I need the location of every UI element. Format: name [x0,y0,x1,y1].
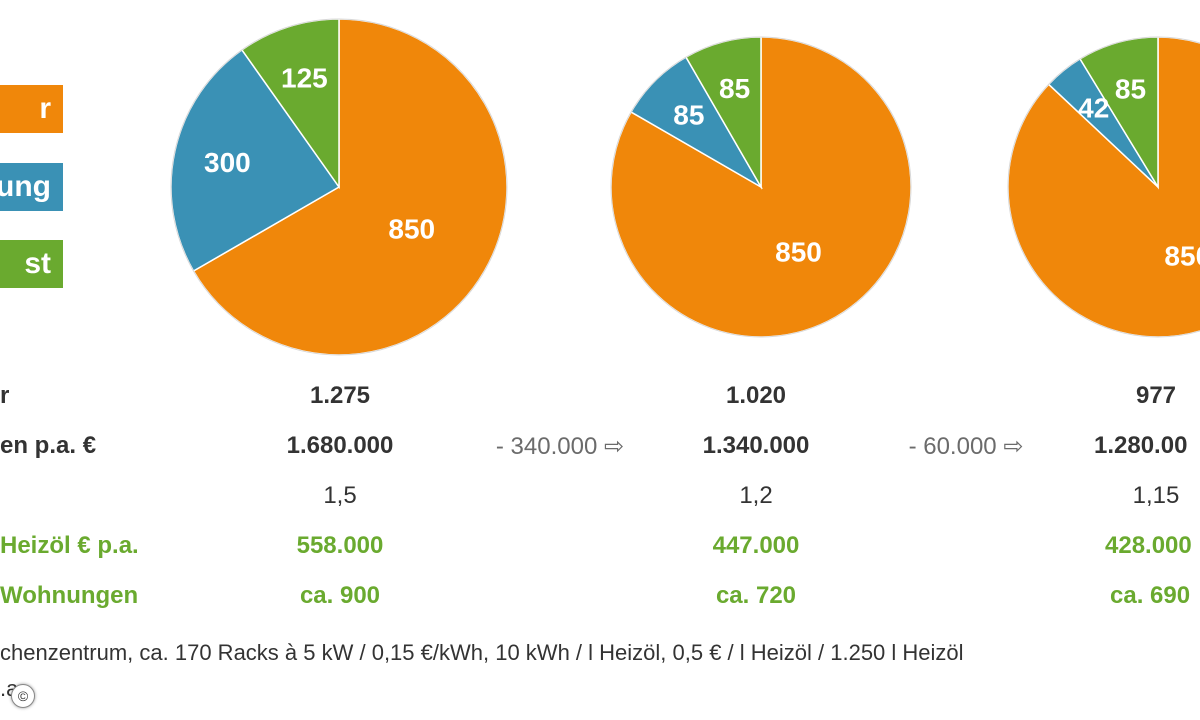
row-label-4: Heizöl € p.a. [0,532,139,559]
col2-row5: ca. 720 [715,582,797,609]
legend-label-orange: r [39,92,51,125]
legend-label-green: st [24,247,51,280]
col1-row1: 1.275 [309,382,371,409]
pie2-label-3: 85 [719,73,750,104]
pie2-outline [610,36,912,338]
pie-charts: 85030012585085858504285 [170,18,1200,356]
col1-row4: 558.000 [296,532,384,559]
pie2-label-1: 850 [775,236,822,267]
legend-label-blue: ung [0,170,51,203]
footnote: chenzentrum, ca. 170 Racks à 5 kW / 0,15… [0,640,964,665]
legend-item-blue: ung [0,163,63,211]
pie3-outline [1007,36,1200,338]
diff-1: - 340.000 ⇨ [495,433,625,460]
col1-row5: ca. 900 [299,582,381,609]
col3-row3: 1,15 [1132,482,1180,509]
col1-row2: 1.680.000 [286,432,394,459]
col3-row4: 428.000 [1105,532,1192,559]
row-label-5: Wohnungen [0,582,139,609]
copyright-icon: © [11,684,35,708]
col3-row2: 1.280.00 [1094,432,1188,459]
col3-row5: ca. 690 [1110,582,1191,609]
legend-item-orange: r [0,85,63,133]
col2-row2: 1.340.000 [702,432,810,459]
pie2-label-2: 85 [673,99,704,130]
pie3-label-1: 850 [1164,240,1200,271]
pie1-label-3: 125 [281,63,328,94]
row-label-1: r [0,382,10,409]
pie1-label-2: 300 [204,147,251,178]
col1-row3: 1,5 [323,482,357,509]
pie3-label-3: 85 [1115,73,1146,104]
pie1-label-1: 850 [388,214,435,245]
diff-2: - 60.000 ⇨ [908,433,1024,460]
col2-row1: 1.020 [725,382,787,409]
row-label-2: en p.a. € [0,432,97,459]
pie1-outline [170,18,508,356]
col2-row3: 1,2 [739,482,773,509]
col3-row1: 977 [1135,382,1177,409]
pie3-label-2: 42 [1078,92,1109,123]
col2-row4: 447.000 [712,532,800,559]
legend-item-green: st [0,240,63,288]
